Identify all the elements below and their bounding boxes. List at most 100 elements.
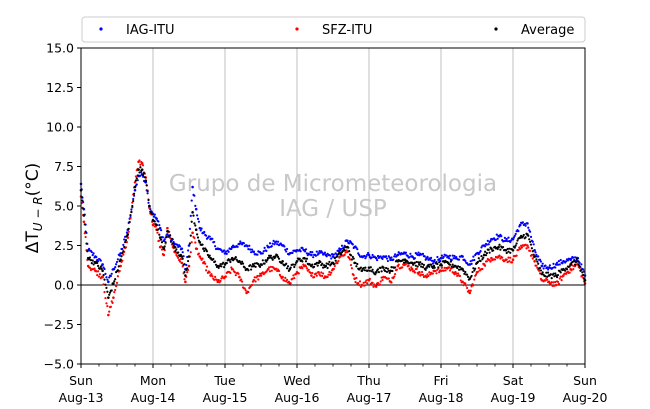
data-point bbox=[198, 226, 202, 230]
data-point bbox=[448, 257, 451, 260]
data-point bbox=[421, 262, 424, 265]
data-point bbox=[359, 266, 362, 269]
data-point bbox=[482, 262, 485, 266]
data-point bbox=[188, 227, 191, 230]
data-point bbox=[268, 254, 271, 257]
data-point bbox=[453, 254, 456, 258]
data-point bbox=[205, 265, 209, 268]
data-point bbox=[194, 224, 197, 227]
data-point bbox=[105, 276, 108, 279]
data-point bbox=[111, 301, 114, 304]
data-point bbox=[125, 234, 128, 238]
legend-box bbox=[81, 16, 586, 43]
data-point bbox=[287, 269, 290, 272]
data-point bbox=[127, 230, 130, 233]
data-point bbox=[292, 274, 295, 277]
data-point bbox=[515, 242, 518, 245]
data-point bbox=[220, 248, 223, 252]
data-point bbox=[457, 258, 461, 261]
data-point bbox=[479, 259, 482, 263]
watermark: Grupo de Micrometeorologia IAG / USP bbox=[169, 171, 497, 222]
data-point bbox=[498, 235, 501, 238]
data-point bbox=[369, 266, 372, 269]
data-point bbox=[275, 240, 278, 243]
data-point bbox=[160, 245, 163, 248]
data-point bbox=[250, 265, 254, 268]
data-point bbox=[237, 260, 240, 264]
data-point bbox=[558, 277, 561, 280]
y-tick-label: −5.0 bbox=[44, 357, 74, 372]
data-point bbox=[243, 287, 246, 290]
data-point bbox=[100, 275, 103, 279]
data-point bbox=[108, 291, 112, 294]
data-point bbox=[418, 263, 421, 266]
data-point bbox=[125, 231, 128, 234]
data-point bbox=[108, 293, 111, 296]
data-point bbox=[161, 246, 164, 249]
x-tick-label-day: Tue bbox=[213, 373, 236, 388]
data-point bbox=[545, 271, 548, 274]
data-point bbox=[287, 253, 290, 256]
data-point bbox=[229, 260, 232, 264]
data-point bbox=[196, 247, 199, 250]
data-point bbox=[331, 252, 334, 256]
data-point bbox=[347, 246, 350, 249]
data-point bbox=[146, 192, 149, 195]
y-tick-label: −2.5 bbox=[44, 317, 74, 332]
data-point bbox=[388, 280, 391, 283]
x-tick-label-day: Sun bbox=[573, 373, 597, 388]
data-point bbox=[446, 256, 449, 259]
legend-label-iag-itu: IAG-ITU bbox=[126, 23, 175, 38]
x-tick-label-day: Sun bbox=[69, 373, 93, 388]
legend: IAG-ITU SFZ-ITU Average bbox=[81, 16, 586, 43]
data-point bbox=[404, 251, 407, 254]
data-point bbox=[377, 271, 380, 274]
data-point bbox=[464, 270, 467, 274]
data-point bbox=[438, 258, 441, 261]
data-point bbox=[517, 248, 520, 251]
data-point bbox=[531, 240, 534, 243]
data-point bbox=[208, 271, 211, 274]
data-point bbox=[403, 258, 407, 262]
data-point bbox=[234, 274, 237, 277]
data-point bbox=[349, 254, 353, 257]
data-point bbox=[514, 244, 517, 247]
data-point bbox=[553, 284, 556, 287]
data-point bbox=[220, 265, 223, 268]
data-point bbox=[194, 228, 198, 231]
data-point bbox=[140, 169, 143, 172]
data-point bbox=[356, 262, 359, 266]
data-point bbox=[90, 250, 93, 254]
data-point bbox=[453, 264, 456, 267]
data-point bbox=[142, 172, 146, 175]
data-point bbox=[115, 285, 118, 288]
data-point bbox=[304, 265, 308, 268]
data-point bbox=[275, 267, 278, 270]
data-point bbox=[214, 275, 217, 279]
data-point bbox=[124, 246, 128, 249]
data-point bbox=[331, 269, 334, 272]
data-point bbox=[371, 268, 374, 271]
data-point bbox=[502, 239, 506, 243]
data-point bbox=[250, 251, 253, 254]
data-point bbox=[520, 244, 523, 247]
data-point bbox=[433, 258, 436, 262]
data-point bbox=[405, 262, 408, 265]
data-point bbox=[575, 257, 579, 261]
data-point bbox=[183, 278, 186, 281]
x-tick-label-date: Aug-15 bbox=[203, 390, 248, 405]
data-point bbox=[215, 278, 218, 282]
data-point bbox=[427, 274, 430, 278]
data-point bbox=[409, 252, 412, 255]
data-point bbox=[107, 280, 110, 284]
data-point bbox=[376, 258, 379, 262]
data-point bbox=[533, 248, 536, 252]
x-tick-label-date: Aug-20 bbox=[563, 390, 608, 405]
legend-marker-average bbox=[494, 27, 498, 31]
data-point bbox=[187, 268, 190, 272]
data-point bbox=[263, 246, 266, 249]
data-point bbox=[442, 255, 445, 258]
data-point bbox=[270, 257, 273, 260]
data-point bbox=[361, 284, 364, 287]
data-point bbox=[133, 181, 137, 184]
